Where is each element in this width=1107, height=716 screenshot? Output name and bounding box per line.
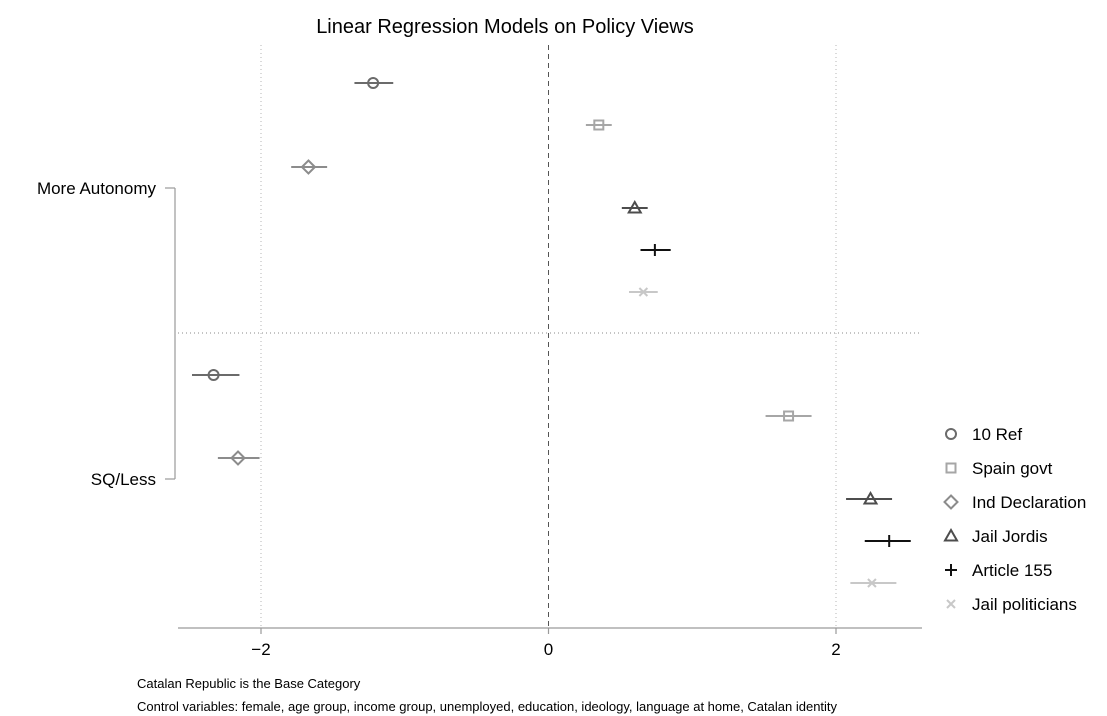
legend-symbol bbox=[945, 564, 957, 576]
legend-symbol bbox=[946, 599, 956, 609]
legend-label: Jail Jordis bbox=[972, 527, 1048, 546]
group-axis: More Autonomy SQ/Less bbox=[37, 179, 176, 489]
control-variables-note: Control variables: female, age group, in… bbox=[137, 699, 838, 714]
x-tick-label: −2 bbox=[251, 640, 270, 659]
x-tick-label: 2 bbox=[831, 640, 840, 659]
x-tick-label: 0 bbox=[544, 640, 553, 659]
point-estimate bbox=[883, 535, 896, 547]
legend-label: Spain govt bbox=[972, 459, 1053, 478]
point-estimate bbox=[783, 410, 795, 422]
series-10-ref bbox=[192, 77, 394, 381]
grid-layer bbox=[178, 45, 922, 628]
legend-symbol bbox=[945, 462, 957, 474]
point-estimate bbox=[638, 287, 649, 297]
point-estimate bbox=[367, 77, 380, 89]
chart-title: Linear Regression Models on Policy Views bbox=[316, 16, 694, 38]
point-estimate bbox=[300, 159, 317, 175]
base-category-note: Catalan Republic is the Base Category bbox=[137, 676, 361, 691]
legend-symbol bbox=[943, 494, 959, 510]
series-jail-jordis bbox=[621, 199, 893, 505]
legend-symbol bbox=[943, 527, 959, 542]
point-estimate bbox=[230, 450, 246, 466]
legend: 10 Ref Spain govt Ind Declaration Jail Jord… bbox=[943, 425, 1086, 614]
point-estimate bbox=[867, 578, 877, 588]
series-article-155 bbox=[640, 244, 911, 547]
series-ind-declaration bbox=[217, 159, 328, 466]
legend-label: Jail politicians bbox=[972, 595, 1077, 614]
legend-label: 10 Ref bbox=[972, 425, 1022, 444]
point-estimate bbox=[207, 369, 220, 381]
point-estimate bbox=[862, 490, 879, 505]
legend-label: Ind Declaration bbox=[972, 493, 1086, 512]
x-axis: −2 0 2 bbox=[178, 627, 922, 659]
legend-label: Article 155 bbox=[972, 561, 1052, 580]
series-jail-politicians bbox=[629, 287, 897, 588]
point-estimate bbox=[593, 119, 605, 131]
group-label: More Autonomy bbox=[37, 179, 157, 198]
series-spain-govt bbox=[585, 119, 812, 422]
legend-symbol bbox=[945, 428, 957, 440]
point-estimate bbox=[648, 244, 661, 256]
point-estimate bbox=[627, 199, 643, 214]
data-marks bbox=[192, 77, 911, 588]
group-label: SQ/Less bbox=[91, 470, 156, 489]
